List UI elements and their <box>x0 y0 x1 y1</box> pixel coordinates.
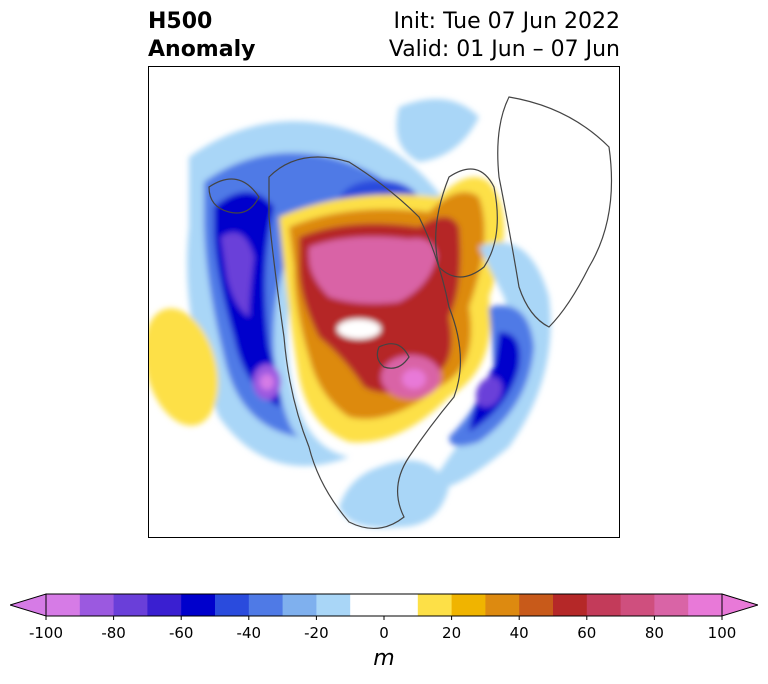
ridge-east-peak <box>402 369 426 389</box>
anomaly-map <box>149 67 620 538</box>
colorbar-tick-label: -40 <box>237 624 262 642</box>
colorbar-segment <box>46 594 80 616</box>
title-anomaly: Anomaly <box>148 36 255 64</box>
chart-title-left: H500 Anomaly <box>148 8 255 64</box>
chart-title-right: Init: Tue 07 Jun 2022 Valid: 01 Jun – 07… <box>389 8 620 64</box>
northeast-lightblue <box>397 99 480 162</box>
colorbar-segment <box>147 594 181 616</box>
colorbar-segment <box>688 594 722 616</box>
ridge-center-hole <box>337 319 381 339</box>
colorbar-segment <box>181 594 215 616</box>
anomaly-fill <box>149 99 551 528</box>
colorbar-svg <box>10 590 758 620</box>
colorbar-segment <box>350 594 384 616</box>
colorbar-segment <box>215 594 249 616</box>
colorbar-tick-label: 0 <box>379 624 389 642</box>
colorbar <box>10 590 758 620</box>
colorbar-segment <box>283 594 317 616</box>
colorbar-tick-label: -80 <box>101 624 126 642</box>
colorbar-tick-label: 100 <box>708 624 737 642</box>
colorbar-tick-label: -20 <box>304 624 329 642</box>
colorbar-segment <box>587 594 621 616</box>
colorbar-tick-label: 20 <box>442 624 461 642</box>
colorbar-segment <box>384 594 418 616</box>
colorbar-tick-label: -60 <box>169 624 194 642</box>
colorbar-segment <box>519 594 553 616</box>
colorbar-segment <box>485 594 519 616</box>
valid-range: Valid: 01 Jun – 07 Jun <box>389 36 620 64</box>
colorbar-under-triangle <box>10 594 46 616</box>
colorbar-segment <box>418 594 452 616</box>
colorbar-tick-label: 80 <box>645 624 664 642</box>
map-panel <box>148 66 620 538</box>
colorbar-tick-label: 40 <box>510 624 529 642</box>
southeast-lightblue <box>339 460 449 528</box>
colorbar-segment <box>249 594 283 616</box>
colorbar-over-triangle <box>722 594 758 616</box>
colorbar-segment <box>452 594 486 616</box>
title-h500: H500 <box>148 8 255 36</box>
colorbar-segment <box>654 594 688 616</box>
init-time: Init: Tue 07 Jun 2022 <box>389 8 620 36</box>
colorbar-segment <box>316 594 350 616</box>
colorbar-segment <box>621 594 655 616</box>
colorbar-tick-label: 60 <box>577 624 596 642</box>
colorbar-segment <box>80 594 114 616</box>
trough-west-south-core <box>260 374 274 390</box>
colorbar-tick-label: -100 <box>29 624 63 642</box>
colorbar-segment <box>114 594 148 616</box>
colorbar-unit: m <box>373 646 394 671</box>
colorbar-segment <box>553 594 587 616</box>
